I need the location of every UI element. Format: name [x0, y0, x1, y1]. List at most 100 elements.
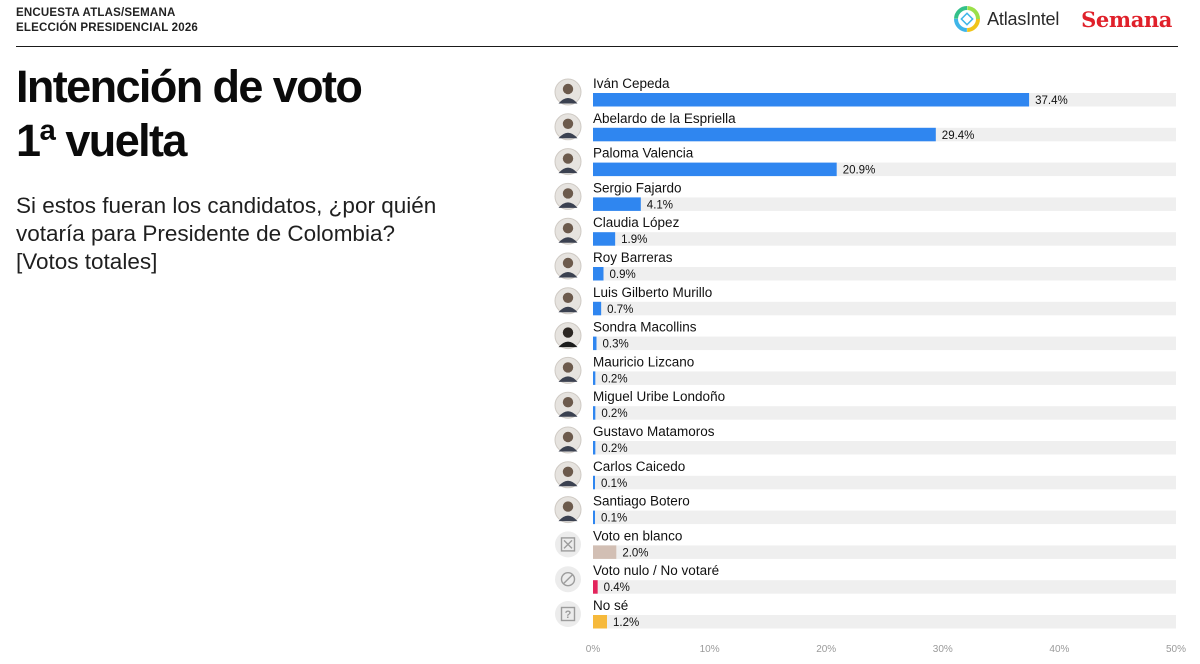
bar-track: [593, 441, 1176, 455]
avatar-body: [558, 306, 578, 313]
bar: [593, 93, 1030, 107]
bar-label: Sondra Macollins: [593, 320, 697, 335]
bar-track: [593, 301, 1176, 316]
chart-subtitle-line1: Si estos fueran los candidatos, ¿por qui…: [16, 193, 437, 218]
bar-label: Sergio Fajardo: [593, 180, 682, 195]
avatar-head: [562, 466, 574, 477]
avatar-icon: [554, 113, 582, 141]
bar-value-label: 0.2%: [601, 408, 627, 420]
bar-label: Iván Cepeda: [593, 76, 670, 91]
avatar-head: [562, 362, 574, 373]
avatar-body: [558, 480, 578, 487]
bar-label: Mauricio Lizcano: [593, 354, 694, 369]
avatar-body: [558, 272, 578, 278]
bar-label: Roy Barreras: [593, 250, 673, 265]
chart-subtitle-line3: [Votos totales]: [16, 249, 158, 274]
bar-track: [593, 232, 1176, 246]
avatar-head: [562, 292, 574, 303]
avatar-head: [562, 501, 574, 512]
avatar-icon: [554, 148, 582, 176]
avatar-head: [562, 327, 574, 338]
bar-value-label: 0.1%: [601, 478, 627, 490]
bar-row: Voto en blanco 2.0%: [555, 528, 1176, 559]
avatar-body: [558, 202, 578, 208]
avatar-icon: [554, 78, 582, 106]
bar: [593, 162, 837, 177]
bar-label: Abelardo de la Espriella: [593, 111, 736, 126]
bar-label: Paloma Valencia: [593, 146, 694, 161]
bar: [593, 232, 616, 246]
bar: [593, 371, 596, 385]
bar-row: Santiago Botero 0.1%: [554, 494, 1176, 525]
bar-track: [593, 267, 1176, 281]
bar-track: [593, 615, 1176, 629]
bar-label: Luis Gilberto Murillo: [593, 285, 712, 300]
avatar-icon: [554, 391, 582, 419]
bar-label: Miguel Uribe Londoño: [593, 389, 725, 404]
bar-row: Mauricio Lizcano 0.2%: [554, 354, 1176, 385]
bar: [593, 545, 617, 559]
bar-value-label: 0.9%: [609, 269, 635, 281]
icon-cross: [563, 539, 573, 549]
avatar-head: [562, 257, 574, 269]
bar-label: Gustavo Matamoros: [593, 424, 715, 439]
logos: AtlasIntel Semana: [953, 4, 1172, 34]
avatar-icon: [554, 356, 582, 384]
page-title-line2: 1ª vuelta: [16, 115, 187, 166]
semana-logo: Semana: [1081, 6, 1172, 32]
avatar-head: [562, 397, 574, 408]
bar-value-label: 29.4%: [942, 130, 975, 142]
bar: [593, 615, 607, 629]
avatar-body: [558, 411, 578, 417]
bar: [593, 475, 595, 490]
bar-track: [593, 197, 1176, 211]
avatar-icon: [554, 217, 582, 245]
avatar-head: [562, 431, 574, 443]
icon-slash: [562, 574, 574, 585]
survey-header-line2: ELECCIÓN PRESIDENCIAL 2026: [16, 22, 199, 34]
bar-track: [593, 475, 1176, 490]
bar-row: Abelardo de la Espriella 29.4%: [554, 111, 1176, 142]
bar-row: Claudia López 1.9%: [554, 215, 1176, 246]
avatar-body: [558, 446, 578, 452]
bar-row: Carlos Caicedo 0.1%: [554, 459, 1176, 490]
bar-label: Voto en blanco: [593, 528, 682, 543]
bar-value-label: 0.2%: [601, 443, 627, 455]
avatar-body: [558, 167, 578, 174]
avatar-body: [558, 376, 578, 382]
atlasintel-logo-icon: [954, 6, 981, 32]
avatar-head: [562, 188, 574, 199]
x-tick-label: 50%: [1166, 644, 1186, 655]
avatar-icon: [554, 182, 582, 210]
x-tick-label: 10%: [700, 644, 720, 655]
bar-row: Paloma Valencia 20.9%: [554, 146, 1176, 177]
atlasintel-logo-text: AtlasIntel: [987, 8, 1060, 29]
survey-header: ENCUESTA ATLAS/SEMANA ELECCIÓN PRESIDENC…: [16, 6, 198, 36]
bar: [593, 580, 598, 594]
avatar-head: [562, 153, 574, 164]
survey-header-line1: ENCUESTA ATLAS/SEMANA: [16, 7, 176, 19]
x-tick-label: 30%: [933, 644, 953, 655]
avatar-icon: [554, 426, 582, 454]
bar-row: Luis Gilberto Murillo 0.7%: [554, 285, 1176, 316]
bar-label: Claudia López: [593, 215, 680, 230]
x-tick-label: 20%: [816, 644, 836, 655]
bar-value-label: 0.1%: [601, 513, 627, 525]
page-title: Intención de voto 1ª vuelta: [16, 60, 536, 168]
avatar-body: [558, 341, 578, 348]
bar-row: Sergio Fajardo 4.1%: [554, 180, 1176, 211]
bar-value-label: 1.2%: [613, 617, 639, 629]
bar-row: Voto nulo / No votaré 0.4%: [555, 563, 1176, 594]
bar-row: ? No sé 1.2%: [555, 598, 1176, 629]
avatar-icon: [554, 287, 582, 315]
bar: [593, 510, 595, 525]
bar-value-label: 4.1%: [647, 199, 673, 211]
bar-row: Gustavo Matamoros 0.2%: [554, 424, 1176, 455]
bar-row: Roy Barreras 0.9%: [554, 250, 1176, 281]
chart-subtitle-line2: votaría para Presidente de Colombia?: [16, 221, 395, 246]
bar-value-label: 0.4%: [604, 582, 630, 594]
bar-track: [593, 545, 1176, 559]
bar-track: [593, 336, 1176, 351]
bar: [593, 127, 936, 142]
